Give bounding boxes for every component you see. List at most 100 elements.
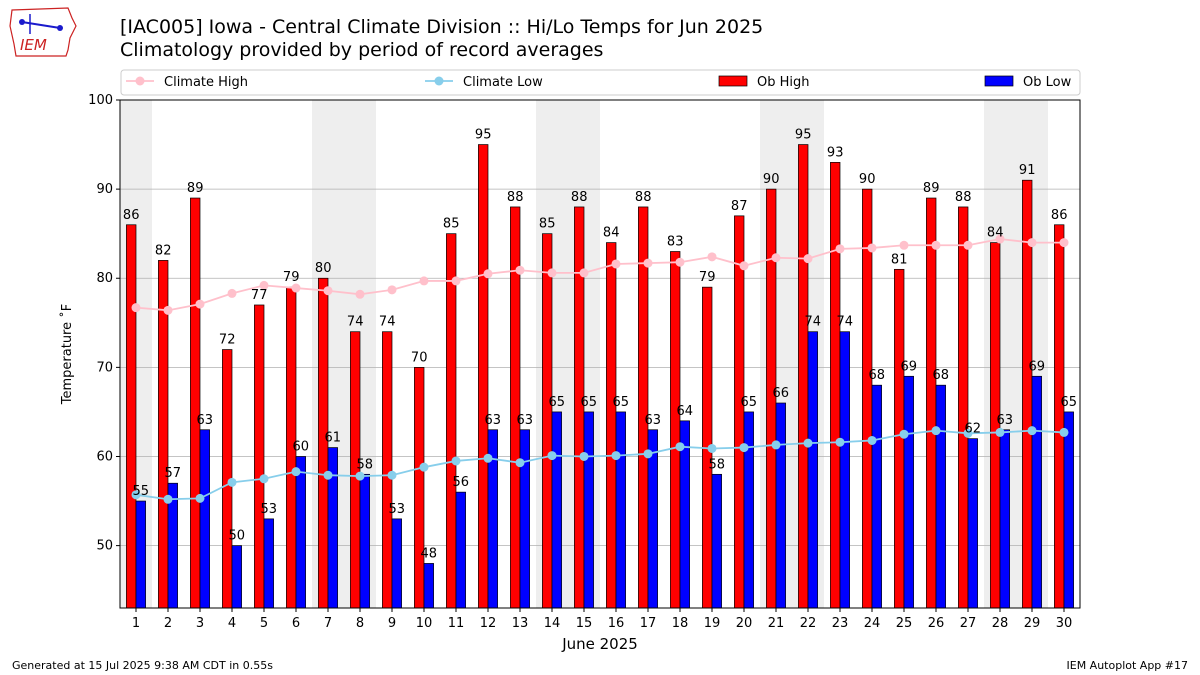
- bar-ob-low-21: [775, 402, 786, 609]
- climate-high-point-19: [707, 252, 717, 262]
- x-tick-label-12: 12: [480, 616, 497, 631]
- label-ob-low-7: 61: [325, 431, 342, 446]
- label-ob-low-14: 65: [549, 395, 566, 410]
- climate-low-point-26: [931, 426, 941, 436]
- legend-label-climate-low: Climate Low: [463, 75, 543, 90]
- climate-high-point-13: [515, 265, 525, 275]
- x-tick-label-4: 4: [228, 616, 236, 631]
- bar-ob-high-16: [606, 242, 617, 609]
- label-ob-low-11: 56: [453, 475, 470, 490]
- climate-high-point-8: [355, 289, 365, 299]
- bar-ob-low-25: [903, 375, 914, 609]
- label-ob-low-16: 65: [613, 395, 630, 410]
- bar-ob-high-11: [446, 233, 457, 609]
- x-tick-label-30: 30: [1056, 616, 1073, 631]
- label-ob-high-14: 85: [539, 217, 556, 232]
- label-ob-high-23: 93: [827, 145, 844, 160]
- bar-ob-low-22: [807, 331, 818, 609]
- bar-ob-high-25: [894, 268, 905, 609]
- climate-high-point-27: [963, 240, 973, 250]
- x-tick-label-22: 22: [800, 616, 817, 631]
- x-tick-label-13: 13: [512, 616, 529, 631]
- x-tick-label-2: 2: [164, 616, 172, 631]
- legend-swatch-marker-climate-high: [135, 76, 145, 86]
- climate-low-point-19: [707, 443, 717, 453]
- label-ob-high-27: 88: [955, 190, 972, 205]
- climate-low-point-12: [483, 453, 493, 463]
- bar-ob-low-26: [935, 384, 946, 609]
- climate-low-point-13: [515, 458, 525, 468]
- bar-ob-low-1: [135, 500, 146, 609]
- title-line-2: Climatology provided by period of record…: [120, 39, 604, 61]
- y-axis-label: Temperature ˚F: [59, 304, 75, 405]
- bar-ob-low-4: [231, 545, 242, 609]
- bar-ob-high-12: [478, 144, 489, 609]
- climate-low-point-5: [259, 474, 269, 484]
- climate-low-point-3: [195, 493, 205, 503]
- bar-ob-high-22: [798, 144, 809, 609]
- legend-swatch-ob-low: [984, 75, 1014, 87]
- label-ob-low-12: 63: [485, 413, 502, 428]
- bar-ob-high-14: [542, 233, 553, 609]
- iowa-outline-icon: [9, 7, 77, 57]
- generated-timestamp: Generated at 15 Jul 2025 9:38 AM CDT in …: [12, 659, 273, 672]
- x-tick-label-20: 20: [736, 616, 753, 631]
- climate-lines: [131, 234, 1069, 504]
- y-tick-label-90: 90: [96, 182, 113, 197]
- climate-low-point-14: [547, 451, 557, 461]
- label-ob-high-12: 95: [475, 128, 492, 143]
- label-ob-low-21: 66: [773, 386, 790, 401]
- x-tick-label-29: 29: [1024, 616, 1041, 631]
- bar-ob-low-28: [999, 429, 1010, 609]
- climate-high-point-11: [451, 276, 461, 286]
- climate-high-point-2: [163, 305, 173, 315]
- climate-high-point-12: [483, 269, 493, 279]
- label-ob-low-22: 74: [805, 315, 822, 330]
- label-ob-high-30: 86: [1051, 208, 1068, 223]
- label-ob-low-26: 68: [933, 368, 950, 383]
- bar-ob-high-23: [830, 162, 841, 609]
- climate-low-point-2: [163, 494, 173, 504]
- climate-low-point-21: [771, 440, 781, 450]
- bar-ob-low-3: [199, 429, 210, 609]
- legend-swatch-marker-climate-low: [434, 76, 444, 86]
- climate-low-point-11: [451, 456, 461, 466]
- x-tick-label-17: 17: [640, 616, 657, 631]
- label-ob-low-17: 63: [645, 413, 662, 428]
- bar-ob-high-27: [958, 206, 969, 609]
- climate-low-point-16: [611, 451, 621, 461]
- bar-ob-low-8: [359, 473, 370, 609]
- label-ob-high-3: 89: [187, 181, 204, 196]
- x-axis: 1 2 3 4 5 6 7 8 9 10 11 12 13 14 15 16 17 18 19 20 21 22 23 24 2…: [132, 608, 1072, 631]
- x-tick-label-28: 28: [992, 616, 1009, 631]
- plot-frame: [119, 99, 1081, 609]
- bar-ob-low-15: [583, 411, 594, 609]
- bar-ob-high-1: [126, 224, 137, 609]
- climate-high-point-10: [419, 276, 429, 286]
- climate-high-point-28: [995, 234, 1005, 244]
- climate-low-point-4: [227, 477, 237, 487]
- x-tick-label-5: 5: [260, 616, 268, 631]
- climate-high-point-15: [579, 268, 589, 278]
- label-ob-low-10: 48: [421, 546, 438, 561]
- title-line-1: [IAC005] Iowa - Central Climate Division…: [120, 16, 764, 38]
- climate-high-point-30: [1059, 238, 1069, 248]
- x-tick-label-18: 18: [672, 616, 689, 631]
- label-ob-low-29: 69: [1029, 359, 1046, 374]
- climate-low-point-30: [1059, 427, 1069, 437]
- legend-label-ob-high: Ob High: [757, 75, 810, 90]
- label-ob-low-3: 63: [197, 413, 214, 428]
- climate-high-point-22: [803, 254, 813, 264]
- bar-ob-low-20: [743, 411, 754, 609]
- climate-high-point-14: [547, 268, 557, 278]
- legend: Climate High Climate Low Ob High Ob Low: [120, 69, 1081, 96]
- label-ob-low-25: 69: [901, 359, 918, 374]
- bar-ob-low-14: [551, 411, 562, 609]
- label-ob-low-20: 65: [741, 395, 758, 410]
- climate-high-point-23: [835, 244, 845, 254]
- label-ob-high-19: 79: [699, 270, 716, 285]
- label-ob-low-13: 63: [517, 413, 534, 428]
- label-ob-high-29: 91: [1019, 163, 1036, 178]
- bar-ob-high-20: [734, 215, 745, 609]
